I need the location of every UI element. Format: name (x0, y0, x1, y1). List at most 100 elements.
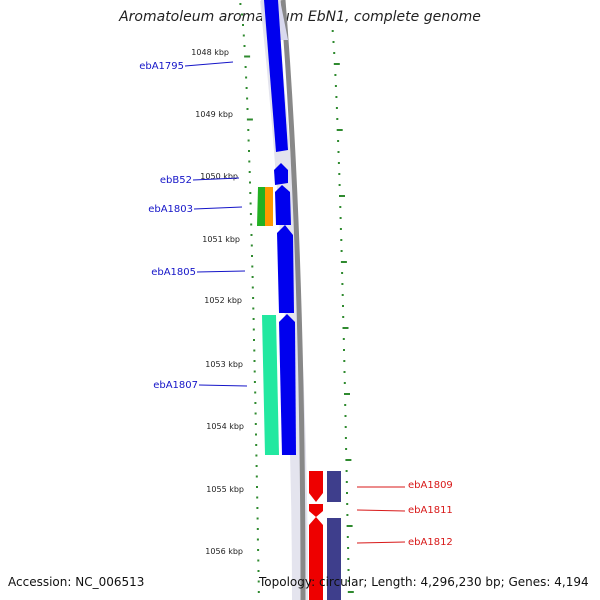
cds-feature-ebA1812[interactable] (309, 517, 323, 600)
cds-feature-ebA1809[interactable] (309, 471, 323, 502)
tick-mark (251, 276, 254, 278)
tick-mark (257, 549, 260, 551)
tick-mark (247, 129, 250, 131)
tick-mark (331, 30, 334, 32)
tick-mark (256, 538, 259, 541)
tick-mark (345, 448, 348, 450)
tick-mark (346, 536, 349, 538)
cds-feature-mint[interactable] (262, 315, 279, 455)
tick-mark (250, 244, 253, 247)
tick-mark (347, 558, 350, 560)
tick-mark (244, 66, 247, 68)
tick-mark (255, 444, 258, 446)
reverse-strand-track (309, 471, 341, 600)
tick-mark (339, 206, 342, 208)
tick-mark (252, 328, 255, 331)
tick-mark (343, 360, 346, 362)
tick-mark (333, 63, 340, 65)
gene-label-ebA1803[interactable]: ebA1803 (148, 204, 193, 215)
tick-mark (347, 569, 350, 571)
cds-feature-ebA1795[interactable] (264, 0, 288, 152)
tick-mark (341, 283, 344, 285)
tick-mark (245, 76, 248, 79)
tick-mark (257, 559, 260, 562)
tick-mark (342, 327, 349, 329)
gene-label-ebB52[interactable]: ebB52 (160, 175, 192, 186)
gene-label-ebA1812[interactable]: ebA1812 (408, 537, 453, 548)
tick-mark (249, 202, 252, 205)
map-title: Aromatoleum aromaticum EbN1, complete ge… (119, 9, 481, 25)
forward-strand-track (257, 0, 296, 455)
gene-leader-line (356, 509, 406, 512)
ruler-label: 1053 kbp (205, 360, 243, 369)
tick-mark (332, 41, 335, 43)
tick-mark (244, 55, 251, 58)
tick-mark (343, 382, 346, 384)
tick-mark (256, 507, 259, 509)
tick-mark (251, 286, 254, 289)
tick-mark (345, 459, 352, 461)
cds-feature-green[interactable] (257, 187, 265, 226)
tick-mark (248, 150, 250, 152)
gene-leader-line (193, 206, 243, 210)
feature-slate-2[interactable] (327, 518, 341, 600)
tick-mark (251, 255, 253, 257)
tick-mark (254, 423, 257, 425)
tick-mark (346, 514, 349, 516)
tick-mark (346, 492, 348, 494)
tick-mark (344, 437, 347, 439)
tick-mark (257, 591, 260, 593)
gene-label-ebA1795[interactable]: ebA1795 (139, 61, 184, 72)
tick-mark (253, 360, 256, 362)
accession-text: Accession: NC_006513 (8, 575, 145, 589)
tick-mark (339, 228, 342, 230)
feature-slate-1[interactable] (327, 471, 341, 502)
tick-mark (257, 580, 260, 583)
cds-feature-orange[interactable] (265, 187, 273, 226)
tick-mark (337, 151, 340, 153)
tick-mark (250, 223, 253, 226)
tick-mark (341, 272, 344, 274)
tick-mark (256, 496, 259, 499)
gene-label-ebA1811[interactable]: ebA1811 (408, 505, 453, 516)
tick-mark (254, 402, 257, 404)
tick-mark (343, 371, 346, 373)
genome-summary-text: Topology: circular; Length: 4,296,230 bp… (259, 575, 589, 589)
tick-mark (255, 475, 258, 478)
tick-mark (333, 52, 336, 54)
tick-mark (347, 580, 350, 582)
tick-mark (253, 349, 256, 352)
tick-mark (342, 316, 345, 318)
tick-mark (249, 192, 252, 194)
tick-mark (252, 297, 255, 299)
gene-labels-right: ebA1809 ebA1811 ebA1812 (356, 480, 453, 548)
gene-label-ebA1809[interactable]: ebA1809 (408, 480, 453, 491)
tick-mark (251, 265, 254, 268)
gene-label-ebA1805[interactable]: ebA1805 (151, 267, 196, 278)
tick-mark (339, 195, 345, 197)
tick-mark (338, 184, 341, 186)
cds-feature-ebA1805[interactable] (277, 225, 294, 313)
genome-backbone (280, 0, 306, 600)
tick-mark (250, 234, 253, 236)
tick-mark (340, 261, 347, 263)
tick-mark (255, 433, 257, 436)
ruler-label: 1050 kbp (200, 172, 238, 181)
tick-mark (256, 517, 259, 520)
cds-feature-ebA1807[interactable] (279, 314, 296, 455)
cds-feature-ebB52[interactable] (274, 163, 288, 185)
cds-feature-ebA1803[interactable] (275, 185, 291, 225)
ruler-label: 1052 kbp (204, 296, 242, 305)
cds-feature-ebA1811[interactable] (309, 504, 323, 517)
ruler-labels: 1048 kbp 1049 kbp 1050 kbp 1051 kbp 1052… (191, 48, 244, 556)
tick-mark (337, 162, 340, 164)
inner-tick-ruler (331, 30, 354, 593)
tick-mark (247, 139, 250, 142)
tick-mark (339, 217, 342, 219)
tick-mark (345, 470, 348, 472)
tick-mark (347, 547, 350, 549)
gene-label-ebA1807[interactable]: ebA1807 (153, 380, 198, 391)
tick-mark (253, 370, 256, 373)
